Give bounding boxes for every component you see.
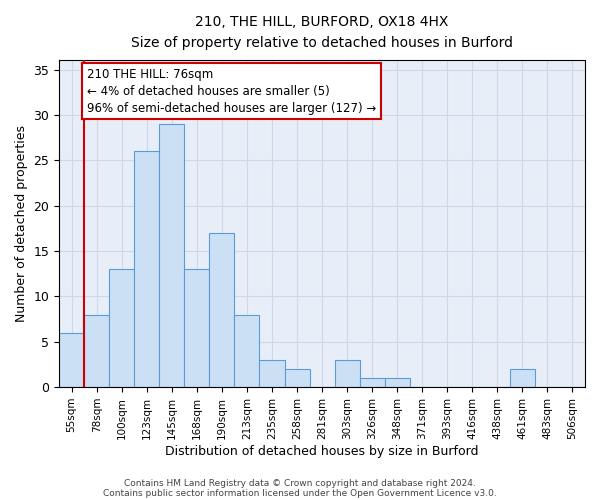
Bar (184, 269, 209, 387)
Bar (235, 314, 259, 387)
Text: Contains HM Land Registry data © Crown copyright and database right 2024.: Contains HM Land Registry data © Crown c… (124, 478, 476, 488)
Title: 210, THE HILL, BURFORD, OX18 4HX
Size of property relative to detached houses in: 210, THE HILL, BURFORD, OX18 4HX Size of… (131, 15, 513, 50)
Bar (385, 378, 410, 387)
X-axis label: Distribution of detached houses by size in Burford: Distribution of detached houses by size … (166, 444, 479, 458)
Bar (134, 151, 160, 387)
Text: Contains public sector information licensed under the Open Government Licence v3: Contains public sector information licen… (103, 488, 497, 498)
Bar (359, 378, 385, 387)
Bar (59, 332, 84, 387)
Bar (335, 360, 359, 387)
Bar (109, 269, 134, 387)
Bar (284, 369, 310, 387)
Bar (209, 233, 235, 387)
Y-axis label: Number of detached properties: Number of detached properties (15, 126, 28, 322)
Bar (259, 360, 284, 387)
Bar (160, 124, 184, 387)
Text: 210 THE HILL: 76sqm
← 4% of detached houses are smaller (5)
96% of semi-detached: 210 THE HILL: 76sqm ← 4% of detached hou… (87, 68, 376, 114)
Bar (510, 369, 535, 387)
Bar (84, 314, 109, 387)
